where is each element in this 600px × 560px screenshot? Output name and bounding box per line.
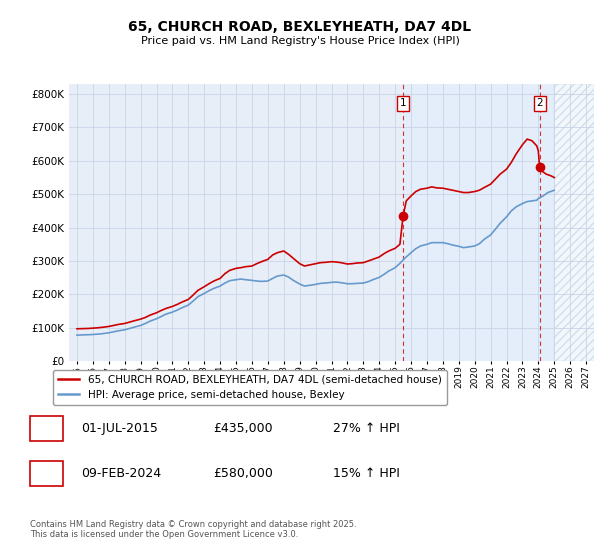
Text: 65, CHURCH ROAD, BEXLEYHEATH, DA7 4DL: 65, CHURCH ROAD, BEXLEYHEATH, DA7 4DL bbox=[128, 20, 472, 34]
Text: 1: 1 bbox=[42, 422, 50, 435]
Legend: 65, CHURCH ROAD, BEXLEYHEATH, DA7 4DL (semi-detached house), HPI: Average price,: 65, CHURCH ROAD, BEXLEYHEATH, DA7 4DL (s… bbox=[53, 370, 446, 405]
Text: 2: 2 bbox=[42, 466, 50, 480]
Text: Contains HM Land Registry data © Crown copyright and database right 2025.
This d: Contains HM Land Registry data © Crown c… bbox=[30, 520, 356, 539]
Text: £435,000: £435,000 bbox=[213, 422, 272, 435]
Text: 09-FEB-2024: 09-FEB-2024 bbox=[81, 466, 161, 480]
Bar bbox=[404, 84, 594, 361]
Text: 27% ↑ HPI: 27% ↑ HPI bbox=[333, 422, 400, 435]
Text: 01-JUL-2015: 01-JUL-2015 bbox=[81, 422, 158, 435]
Text: 2: 2 bbox=[536, 99, 543, 109]
Text: 1: 1 bbox=[400, 99, 406, 109]
Text: £580,000: £580,000 bbox=[213, 466, 273, 480]
Text: 15% ↑ HPI: 15% ↑ HPI bbox=[333, 466, 400, 480]
Bar bbox=[554, 84, 594, 361]
Text: Price paid vs. HM Land Registry's House Price Index (HPI): Price paid vs. HM Land Registry's House … bbox=[140, 36, 460, 46]
